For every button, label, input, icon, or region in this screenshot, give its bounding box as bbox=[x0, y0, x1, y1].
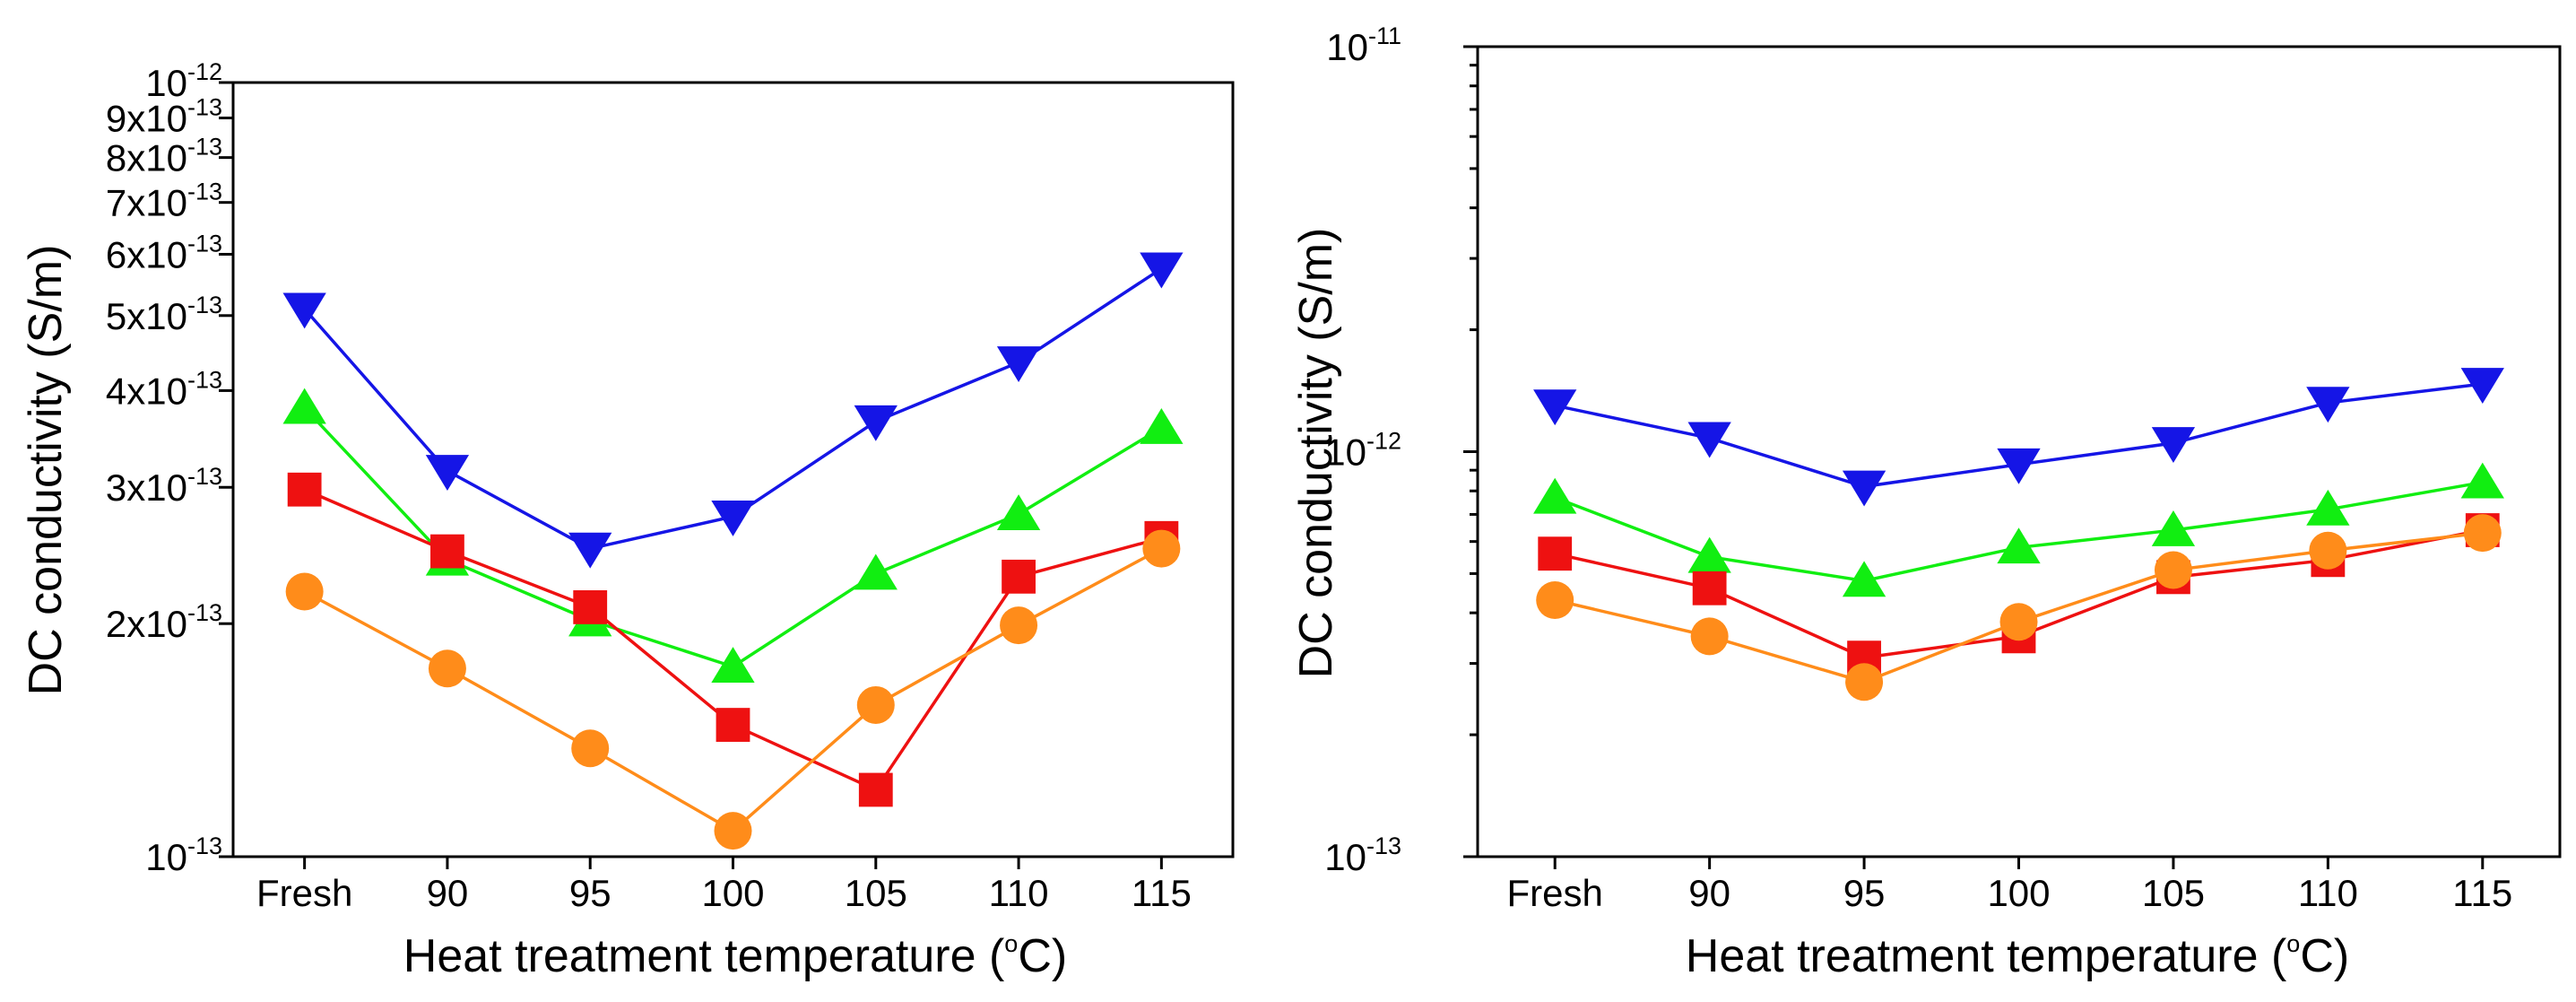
y-axis-title: DC conductivity (S/m) bbox=[1290, 228, 1342, 679]
data-point-triangle-up bbox=[996, 494, 1041, 530]
data-point-circle bbox=[1999, 603, 2038, 641]
data-point-triangle-up bbox=[1687, 536, 1731, 573]
data-point-square bbox=[716, 708, 750, 742]
y-tick-label: 10-13 bbox=[1324, 832, 1401, 878]
data-point-square bbox=[573, 590, 608, 624]
y-tick-label: 8x10-13 bbox=[106, 134, 222, 179]
x-tick-label: 105 bbox=[845, 872, 907, 914]
data-point-triangle-up bbox=[854, 553, 898, 590]
data-point-square bbox=[1538, 536, 1573, 571]
data-point-triangle-down bbox=[1140, 252, 1184, 289]
left-chart-panel: Fresh 90 95 100 105 110 115 10-13 2x10-13 3x10-13… bbox=[20, 58, 1235, 982]
x-tick-label: 100 bbox=[701, 872, 764, 914]
data-point-triangle-down bbox=[711, 501, 755, 536]
y-tick-label: 6x10-13 bbox=[106, 230, 222, 275]
data-point-triangle-up bbox=[1997, 527, 2041, 564]
data-point-circle bbox=[571, 729, 610, 768]
x-tick-label: Fresh bbox=[1507, 872, 1603, 914]
y-tick-label: 10-12 bbox=[145, 58, 222, 104]
data-point-square bbox=[858, 772, 893, 807]
data-point-triangle-down bbox=[1533, 389, 1577, 426]
y-axis-title: DC conductivity (S/m) bbox=[20, 245, 72, 696]
data-point-circle bbox=[1690, 617, 1729, 656]
data-point-circle bbox=[2154, 551, 2192, 589]
data-point-triangle-up bbox=[1140, 407, 1184, 444]
x-tick-label: 110 bbox=[989, 872, 1049, 914]
x-axis-title: Heat treatment temperature (oC) bbox=[1686, 930, 2349, 982]
x-tick-label: 90 bbox=[427, 872, 469, 914]
data-point-triangle-up bbox=[2460, 462, 2504, 499]
data-point-circle bbox=[714, 812, 752, 850]
data-point-triangle-down bbox=[996, 346, 1041, 383]
data-point-triangle-down bbox=[1687, 422, 1731, 458]
data-point-square bbox=[1002, 559, 1036, 594]
data-point-triangle-down bbox=[282, 292, 326, 329]
data-point-triangle-up bbox=[2151, 510, 2196, 546]
data-point-circle bbox=[1845, 663, 1884, 701]
y-tick-label: 3x10-13 bbox=[106, 463, 222, 509]
data-point-triangle-up bbox=[1842, 561, 1886, 597]
x-tick-label: 105 bbox=[2142, 872, 2205, 914]
x-tick-label: 115 bbox=[1132, 872, 1192, 914]
x-tick-label: 115 bbox=[2452, 872, 2512, 914]
data-point-circle bbox=[2463, 514, 2502, 553]
data-point-circle bbox=[1000, 606, 1038, 645]
data-point-square bbox=[287, 472, 322, 507]
y-tick-label: 2x10-13 bbox=[106, 599, 222, 645]
right-chart-panel: Fresh 90 95 100 105 110 115 10-13 10-12 10-11 Heat… bbox=[1290, 22, 2562, 982]
x-axis-title: Heat treatment temperature (oC) bbox=[403, 930, 1067, 982]
data-point-square bbox=[430, 534, 464, 569]
data-point-triangle-up bbox=[711, 647, 755, 683]
x-tick-label: 90 bbox=[1688, 872, 1730, 914]
x-tick-label: 95 bbox=[569, 872, 611, 914]
data-point-triangle-down bbox=[2460, 368, 2504, 405]
y-tick-label: 10-11 bbox=[1326, 22, 1401, 68]
data-point-triangle-down bbox=[1842, 470, 1886, 507]
y-tick-label: 4x10-13 bbox=[106, 366, 222, 412]
data-point-triangle-down bbox=[2306, 387, 2350, 423]
x-tick-label: 95 bbox=[1843, 872, 1886, 914]
data-point-circle bbox=[1142, 529, 1181, 568]
data-point-circle bbox=[856, 685, 895, 724]
data-point-triangle-down bbox=[568, 532, 612, 569]
data-point-triangle-up bbox=[1533, 477, 1577, 514]
data-point-triangle-up bbox=[282, 388, 326, 424]
y-tick-label: 5x10-13 bbox=[106, 292, 222, 337]
data-point-triangle-down bbox=[425, 455, 470, 492]
x-tick-label: Fresh bbox=[256, 872, 352, 914]
data-point-triangle-down bbox=[2151, 427, 2196, 463]
data-point-triangle-down bbox=[854, 405, 898, 441]
data-point-circle bbox=[2309, 531, 2347, 570]
y-tick-label: 7x10-13 bbox=[106, 179, 222, 224]
data-point-square bbox=[1692, 571, 1727, 606]
data-point-circle bbox=[285, 572, 324, 611]
x-tick-label: 110 bbox=[2298, 872, 2358, 914]
data-point-circle bbox=[428, 649, 466, 688]
y-tick-label: 9x10-13 bbox=[106, 93, 222, 139]
y-tick-label: 10-13 bbox=[145, 832, 222, 878]
x-tick-label: 100 bbox=[1987, 872, 2050, 914]
data-point-triangle-down bbox=[1997, 448, 2041, 484]
data-point-triangle-up bbox=[2306, 489, 2350, 526]
data-point-circle bbox=[1536, 580, 1574, 619]
y-tick-label: 10-12 bbox=[1324, 428, 1401, 474]
